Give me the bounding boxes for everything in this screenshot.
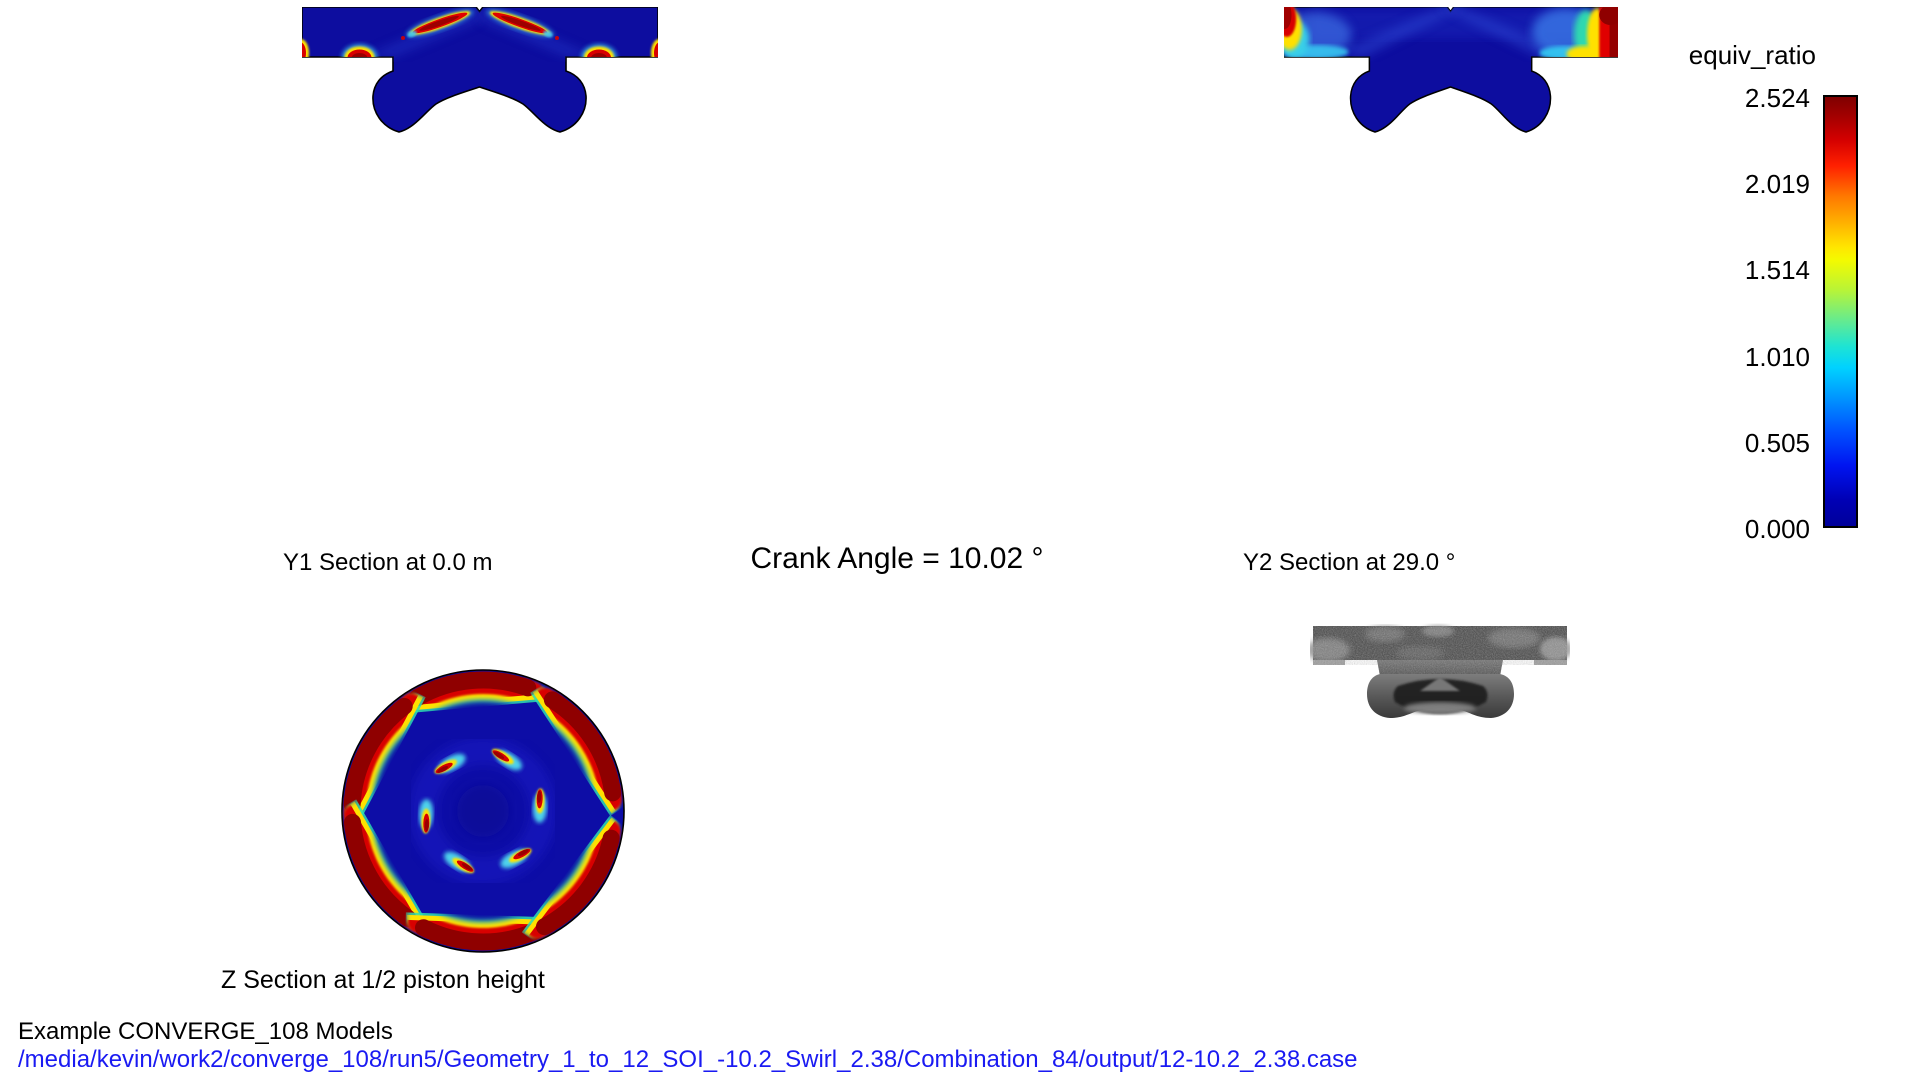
piston-bowl-cone: [1420, 677, 1460, 691]
colorbar: [1823, 95, 1858, 528]
legend-tick: 2.019: [1744, 169, 1810, 199]
legend-tick: 1.010: [1744, 342, 1810, 372]
y1-spray-plume-right: [485, 8, 555, 38]
case-file-path-link[interactable]: /media/kevin/work2/converge_108/run5/Geo…: [18, 1046, 1358, 1073]
legend-tick: 2.524: [1744, 83, 1810, 113]
piston-crown-neck: [1377, 660, 1503, 676]
y1-rich-pocket-right: [581, 44, 617, 70]
piston-cutplane-slab: [1310, 625, 1570, 665]
piston-bowl: [1367, 674, 1514, 718]
z-section-view: [341, 669, 625, 953]
y2-rich-zone-left: [1284, 7, 1352, 59]
y1-chamber-outline: [302, 7, 658, 133]
legend-tick: 1.514: [1744, 255, 1810, 285]
legend-tick: 0.505: [1744, 428, 1810, 458]
crank-angle-label: Crank Angle = 10.02 °: [750, 542, 1044, 575]
z-section-label: Z Section at 1/2 piston height: [221, 966, 545, 994]
y1-rich-pocket-left: [341, 44, 378, 70]
piston-3d-view: [1310, 625, 1570, 718]
z-wall-pockets: [343, 671, 622, 951]
y2-section-view: [1284, 7, 1618, 133]
footer-title: Example CONVERGE_108 Models: [18, 1018, 393, 1045]
z-spray-cores: [419, 748, 547, 874]
legend-title: equiv_ratio: [1688, 40, 1816, 70]
legend-tick: 0.000: [1744, 514, 1810, 544]
y1-section-view: [302, 7, 658, 133]
y2-section-label: Y2 Section at 29.0 °: [1243, 549, 1456, 576]
y1-section-label: Y1 Section at 0.0 m: [283, 549, 493, 576]
y1-spray-plume-left: [405, 8, 475, 38]
